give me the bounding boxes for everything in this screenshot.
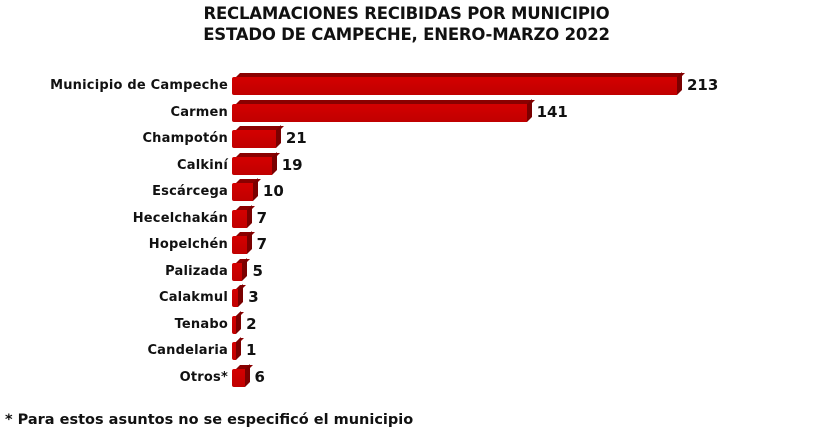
bar-row: Tenabo 2 [0,310,813,338]
bar-row: Otros* 6 [0,363,813,391]
value-label: 21 [285,129,307,147]
value-label: 3 [248,288,259,306]
category-label: Tenabo [174,316,228,332]
bar-row: Carmen 141 [0,98,813,126]
bar-row: Calkiní 19 [0,151,813,179]
bar-row: Champotón 21 [0,125,813,152]
footnote: * Para estos asuntos no se especificó el… [5,412,414,428]
category-label: Candelaria [147,343,228,358]
category-label: Hecelchakán [132,210,228,226]
category-label: Palizada [165,263,228,279]
chart-title-line1: RECLAMACIONES RECIBIDAS POR MUNICIPIO [203,4,610,23]
bar-chart: Municipio de Campeche 213 Carmen 141 Champot… [0,72,813,392]
bar-row: Municipio de Campeche 213 [0,72,813,99]
bar-row: Hopelchén 7 [0,231,813,258]
category-label: Calakmul [158,290,228,305]
value-label: 7 [256,208,268,227]
value-label: 213 [687,76,719,94]
value-label: 1 [246,341,257,359]
chart-title-line2: ESTADO DE CAMPECHE, ENERO-MARZO 2022 [203,25,610,44]
value-label: 7 [256,235,268,253]
category-label: Champotón [142,131,228,146]
bar-row: Palizada 5 [0,257,813,285]
chart-title: RECLAMACIONES RECIBIDAS POR MUNICIPIO ES… [0,3,813,45]
value-label: 19 [281,155,303,174]
value-label: 5 [252,261,263,280]
category-label: Otros* [179,369,228,385]
bar-row: Calakmul 3 [0,284,813,311]
value-label: 141 [536,102,568,121]
bar-row: Hecelchakán 7 [0,204,813,232]
category-label: Municipio de Campeche [50,78,228,93]
category-label: Escárcega [152,184,228,199]
value-label: 10 [262,182,284,200]
bar-row: Escárcega 10 [0,178,813,205]
category-label: Calkiní [177,157,228,173]
bar-row: Candelaria 1 [0,337,813,364]
category-label: Hopelchén [148,237,228,252]
value-label: 2 [246,314,257,333]
category-label: Carmen [170,104,228,120]
value-label: 6 [254,367,265,386]
